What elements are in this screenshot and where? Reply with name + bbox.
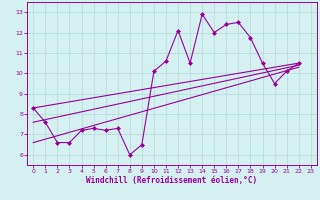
X-axis label: Windchill (Refroidissement éolien,°C): Windchill (Refroidissement éolien,°C) — [86, 176, 258, 185]
